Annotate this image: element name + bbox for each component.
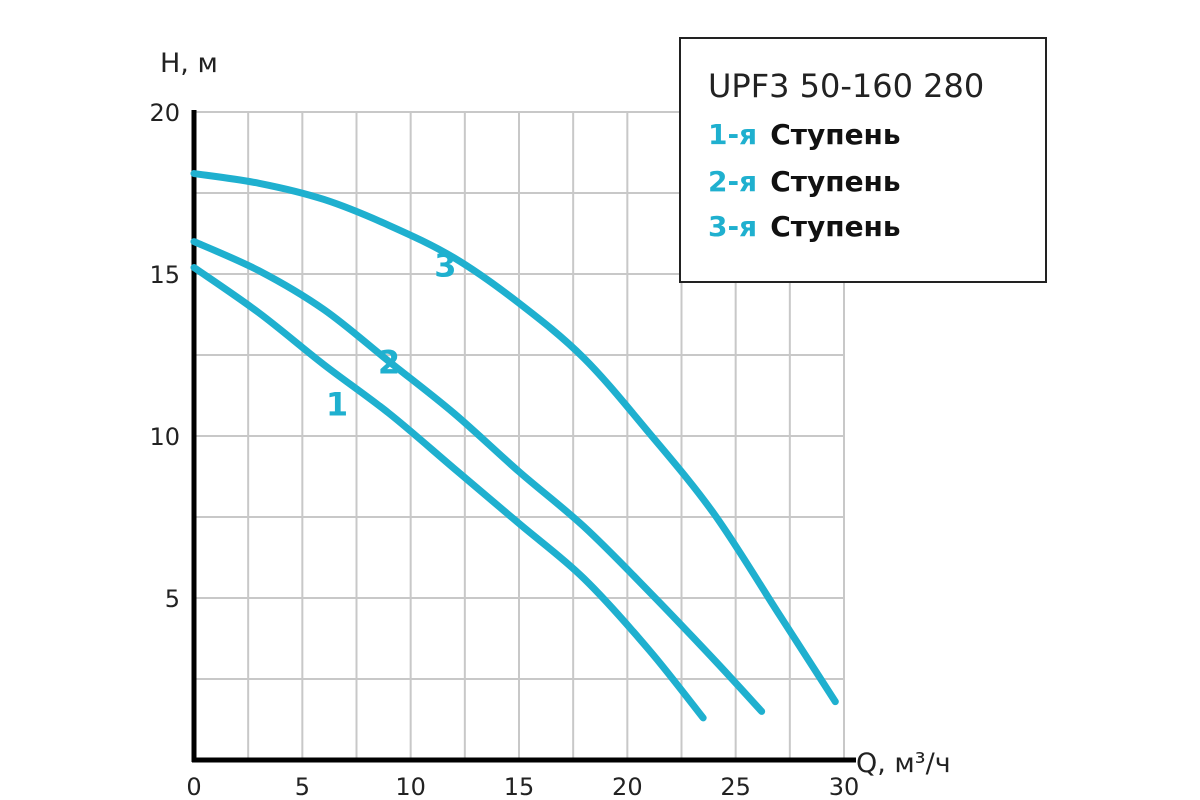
curves xyxy=(190,170,839,722)
y-tick-label: 15 xyxy=(149,261,180,289)
y-tick-label: 20 xyxy=(149,99,180,127)
y-axis-title: H, м xyxy=(160,48,218,79)
legend-entry-1-word: Ступень xyxy=(770,118,900,151)
axes xyxy=(191,110,856,763)
curve-stage-1 xyxy=(190,264,707,722)
curve-labels: 12 3 xyxy=(326,246,457,423)
x-tick-label: 10 xyxy=(395,773,426,800)
x-tick-label: 15 xyxy=(504,773,535,800)
curve-label-2: 2 xyxy=(378,343,400,381)
legend-entry-1: 1-я Ступень xyxy=(708,118,901,151)
x-tick-label: 5 xyxy=(295,773,310,800)
legend: UPF3 50-160 280 1-я Ступень 2-я Ступень … xyxy=(679,37,1047,283)
y-tick-label: 10 xyxy=(149,423,180,451)
legend-entry-3-prefix: 3-я xyxy=(708,210,757,243)
curve-label-3: 3 xyxy=(434,246,456,284)
legend-entry-1-prefix: 1-я xyxy=(708,118,757,151)
legend-entry-2-word: Ступень xyxy=(770,165,900,198)
legend-entry-2-prefix: 2-я xyxy=(708,165,757,198)
legend-title: UPF3 50-160 280 xyxy=(708,67,984,105)
y-tick-label: 5 xyxy=(165,585,180,613)
curve-stage-2 xyxy=(190,238,766,715)
legend-box xyxy=(679,37,1047,283)
x-tick-label: 30 xyxy=(829,773,860,800)
legend-entry-3: 3-я Ступень xyxy=(708,210,901,243)
tick-labels: 0 5 10 15 20 25 30 5 10 15 20 xyxy=(149,99,859,800)
legend-entry-2: 2-я Ступень xyxy=(708,165,901,198)
x-axis-title: Q, м³/ч xyxy=(856,748,951,779)
legend-entry-3-word: Ступень xyxy=(770,210,900,243)
curve-label-1: 1 xyxy=(326,386,348,424)
x-tick-label: 0 xyxy=(186,773,201,800)
x-tick-label: 20 xyxy=(612,773,643,800)
x-tick-label: 25 xyxy=(720,773,751,800)
curve-stage-3 xyxy=(190,170,839,706)
